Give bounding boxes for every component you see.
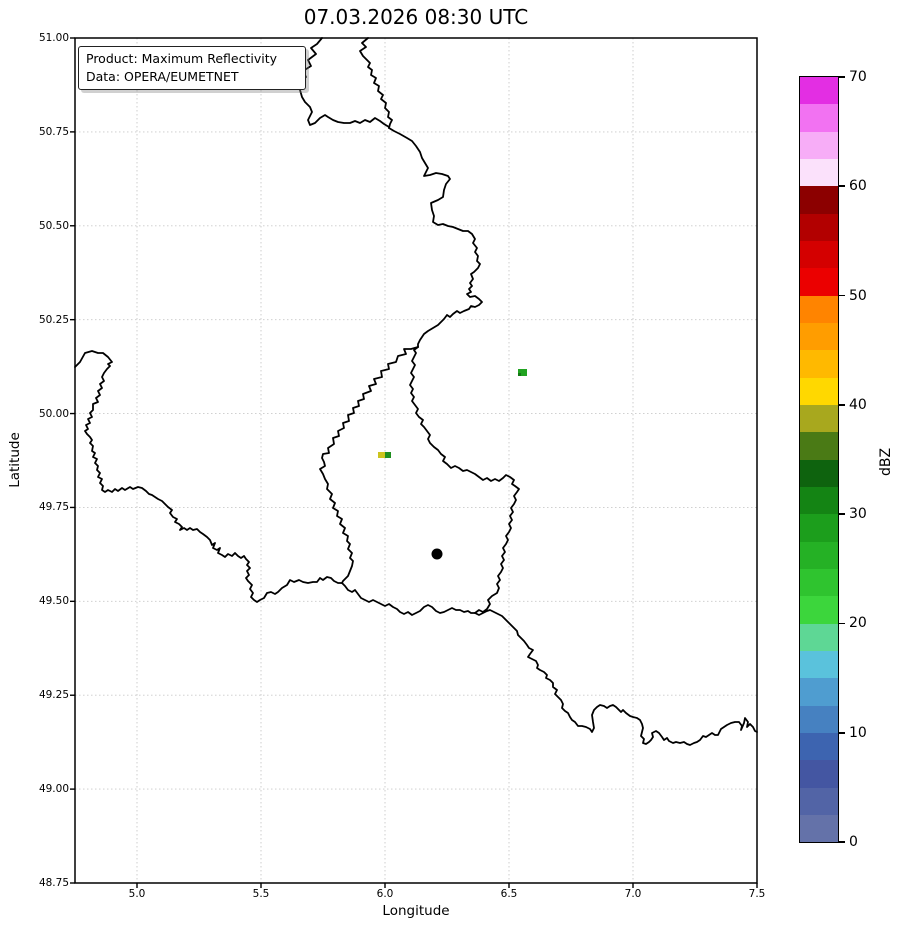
figure-title: 07.03.2026 08:30 UTC <box>303 5 529 29</box>
x-tick-label: 5.0 <box>128 888 146 900</box>
x-tick-label: 5.5 <box>252 888 270 900</box>
plot-frame <box>74 37 758 884</box>
country-border-fr-be-border <box>74 350 343 603</box>
y-tick-label: 50.00 <box>38 407 69 420</box>
colorbar-segment <box>800 186 838 214</box>
colorbar-segment <box>800 514 838 542</box>
x-tick-label: 6.5 <box>500 888 518 900</box>
colorbar-segment <box>800 568 838 597</box>
colorbar-segment <box>800 432 838 460</box>
radar-echo-cell-center-yellow <box>378 452 385 458</box>
y-tick-label: 49.00 <box>38 783 69 796</box>
colorbar-segment <box>800 350 838 378</box>
country-border-be-lu-border-west <box>319 346 419 584</box>
y-tick-label: 50.25 <box>38 313 69 326</box>
radar-station-marker <box>431 548 443 560</box>
colorbar-segment <box>800 240 838 269</box>
y-tick-label: 49.25 <box>38 689 69 702</box>
colorbar-unit-label: dBZ <box>878 447 894 477</box>
colorbar-segment <box>800 486 838 515</box>
x-tick-label: 7.5 <box>748 888 766 900</box>
y-tick-label: 49.75 <box>38 501 69 514</box>
y-tick-label: 50.75 <box>38 125 69 138</box>
colorbar-tick-mark <box>839 841 845 843</box>
colorbar-segment <box>800 705 838 733</box>
colorbar-segment <box>800 760 838 788</box>
colorbar-segment <box>800 732 838 761</box>
country-border-nl-be-border-west <box>298 37 390 128</box>
colorbar-segment <box>800 104 838 132</box>
colorbar-segment <box>800 814 838 843</box>
colorbar <box>799 76 839 843</box>
colorbar-segment <box>800 459 838 487</box>
country-border-nl-be-border-east <box>359 37 393 129</box>
colorbar-segment <box>800 541 838 569</box>
colorbar-tick-mark <box>839 731 845 734</box>
colorbar-tick-mark <box>839 513 845 515</box>
radar-echo-cell-center-green <box>385 452 391 458</box>
colorbar-tick-label: 10 <box>849 724 867 741</box>
country-border-de-be-border <box>388 127 483 348</box>
colorbar-segment <box>800 650 838 679</box>
country-border-fr-de-border <box>474 609 758 746</box>
colorbar-segment <box>800 158 838 187</box>
colorbar-tick-label: 20 <box>849 615 867 632</box>
colorbar-tick-mark <box>839 294 845 297</box>
y-tick-label: 49.50 <box>38 595 69 608</box>
colorbar-tick-label: 30 <box>849 506 867 523</box>
data-source-label: Data: OPERA/EUMETNET <box>86 69 239 84</box>
colorbar-tick-label: 50 <box>849 287 867 304</box>
radar-echo-cell-east-dark <box>518 373 521 376</box>
colorbar-segment <box>800 404 838 433</box>
colorbar-segment <box>800 295 838 323</box>
y-tick-label: 50.50 <box>38 219 69 232</box>
colorbar-tick-mark <box>839 76 845 78</box>
x-tick-label: 6.0 <box>376 888 394 900</box>
colorbar-tick-label: 40 <box>849 396 867 413</box>
colorbar-segment <box>800 787 838 815</box>
y-tick-label: 48.75 <box>38 877 69 889</box>
product-info-box: Product: Maximum Reflectivity Data: OPER… <box>78 46 306 90</box>
colorbar-segment <box>800 623 838 651</box>
x-tick-label: 7.0 <box>624 888 642 900</box>
colorbar-tick-mark <box>839 404 845 406</box>
colorbar-tick-mark <box>839 622 845 625</box>
country-border-lu-fr-border-south <box>341 582 476 616</box>
colorbar-tick-label: 0 <box>849 834 858 850</box>
country-border-lu-de-border-east <box>409 346 520 614</box>
colorbar-tick-label: 70 <box>849 69 867 85</box>
y-tick-label: 51.00 <box>38 32 69 44</box>
colorbar-segment <box>800 77 838 105</box>
colorbar-tick-label: 60 <box>849 178 867 195</box>
colorbar-segment <box>800 377 838 405</box>
colorbar-segment <box>800 596 838 624</box>
colorbar-segment <box>800 322 838 351</box>
product-label: Product: Maximum Reflectivity <box>86 51 278 66</box>
colorbar-segment <box>800 131 838 159</box>
colorbar-segment <box>800 268 838 296</box>
colorbar-segment <box>800 678 838 706</box>
radar-echo-cell-east <box>518 369 527 376</box>
y-axis-label: Latitude <box>7 432 23 488</box>
colorbar-segment <box>800 213 838 241</box>
x-axis-label: Longitude <box>382 903 450 919</box>
colorbar-tick-mark <box>839 185 845 188</box>
